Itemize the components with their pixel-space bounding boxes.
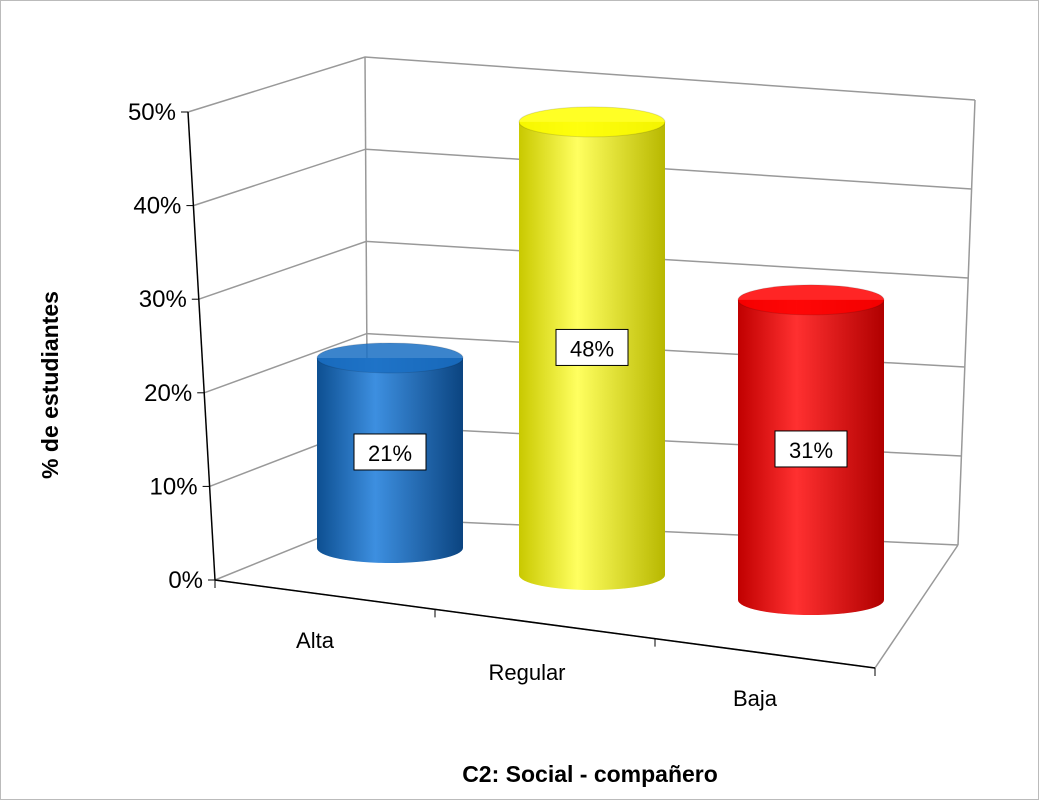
- bar-top: [316, 342, 464, 374]
- value-label-box: [774, 430, 848, 468]
- y-axis: [187, 111, 216, 581]
- value-label: 21%: [368, 441, 412, 466]
- y-tick-label: 10%: [150, 473, 198, 500]
- grid-line: [187, 56, 976, 113]
- y-tick-label: 50%: [128, 99, 176, 126]
- x-axis: [214, 579, 876, 669]
- back-right-edge: [957, 99, 976, 546]
- y-tick-label: 20%: [144, 380, 192, 407]
- y-tick-label: 40%: [133, 193, 181, 220]
- y-tick-label: 30%: [139, 286, 187, 313]
- value-label: 48%: [570, 336, 614, 361]
- value-label-box: [353, 433, 427, 471]
- value-label: 31%: [789, 438, 833, 463]
- y-axis-title: % de estudiantes: [37, 291, 63, 479]
- x-tick-label: Regular: [488, 660, 565, 685]
- x-axis-title: C2: Social - compañero: [462, 761, 718, 787]
- y-tick-label: 0%: [168, 567, 203, 594]
- grid-line: [193, 148, 972, 207]
- bar-top: [518, 106, 666, 138]
- bar-top: [737, 284, 885, 316]
- grid-line: [198, 240, 969, 300]
- x-tick-label: Alta: [296, 628, 335, 653]
- value-label-box: [555, 328, 629, 366]
- x-tick-label: Baja: [733, 686, 778, 711]
